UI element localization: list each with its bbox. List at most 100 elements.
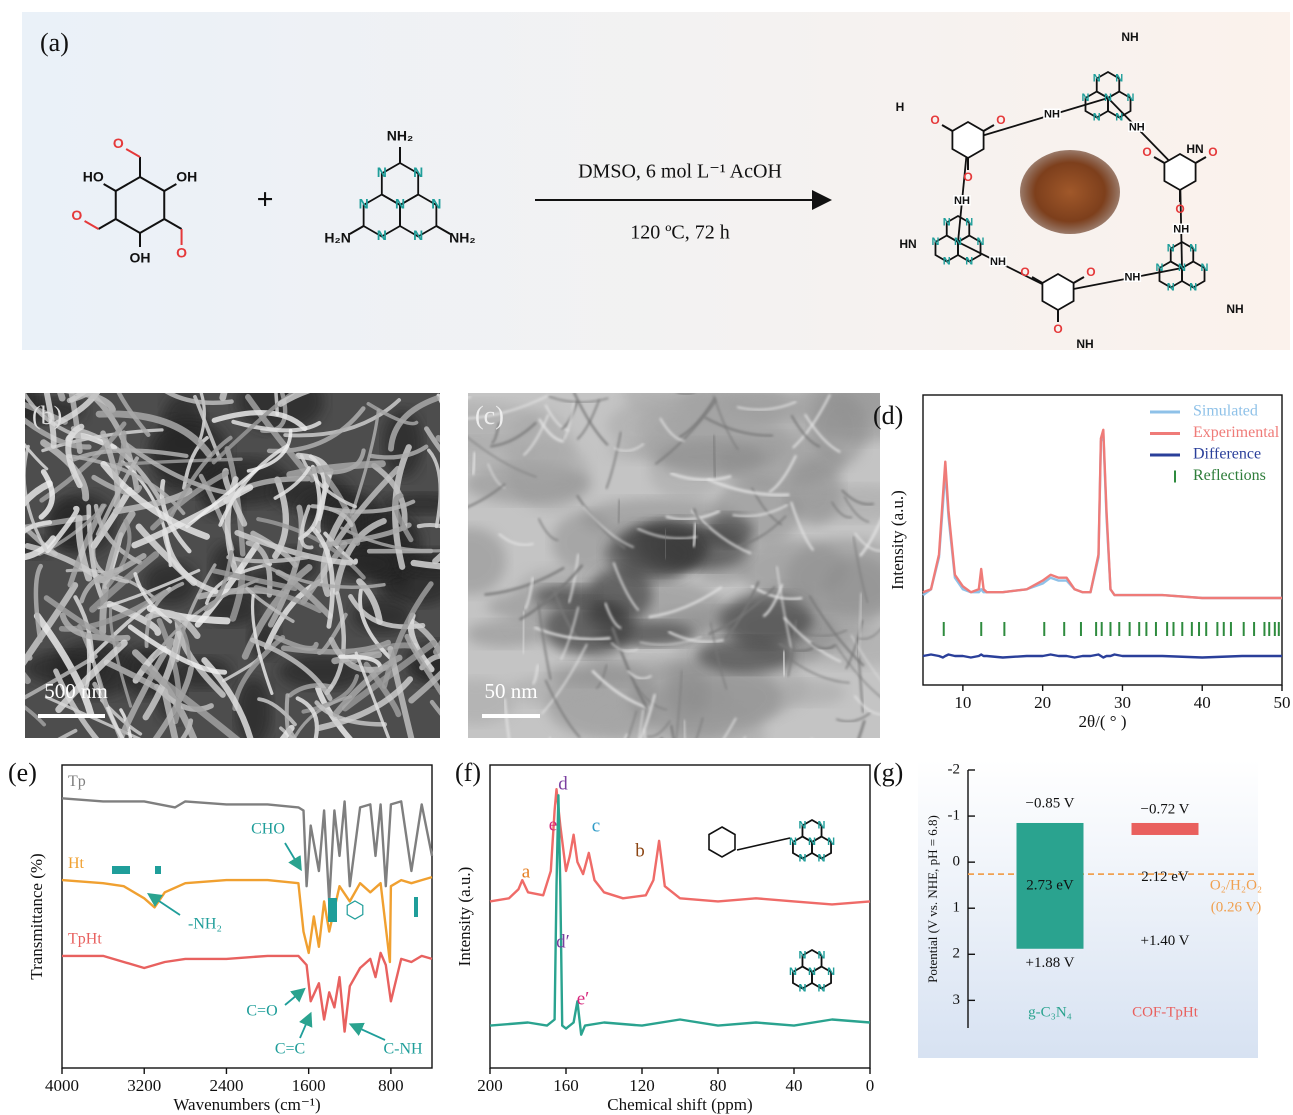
sem-fiber [91, 474, 143, 496]
atom-label: N [1115, 111, 1123, 123]
annotation: -NH₂ [188, 916, 222, 933]
plus-sign: + [256, 183, 273, 216]
peak-label: d′ [556, 931, 570, 952]
tem-edge [549, 736, 552, 738]
plot-frame [489, 764, 871, 1069]
band-background [918, 760, 1258, 1058]
tem-sheet [703, 393, 839, 454]
sem-fiber [54, 393, 101, 427]
tem-edge [841, 489, 874, 506]
x-tick-label: 50 [1274, 693, 1291, 712]
annotation: CHO [251, 821, 285, 838]
sem-fiber [115, 457, 243, 467]
tem-edge [605, 431, 622, 490]
peak-label: a [522, 861, 531, 882]
sem-fiber [349, 408, 380, 517]
sem-fiber [65, 423, 85, 489]
series-line [922, 428, 1282, 600]
tem-edge [831, 501, 853, 519]
tem-edge [670, 472, 732, 482]
tem-sheet [468, 527, 507, 595]
sem-fiber [279, 726, 295, 738]
tem-edge [843, 496, 870, 523]
sem-fiber [293, 695, 353, 738]
y-axis-label: Potential (V vs. NHE, pH = 6.8) [925, 815, 940, 983]
atom-label: N [943, 216, 951, 228]
sem-fiber [229, 557, 246, 622]
panel-label: (f) [455, 758, 481, 787]
tem-sheet [468, 401, 544, 448]
tem-edge [708, 586, 776, 636]
tem-edge [856, 636, 864, 713]
tp-ring [1163, 152, 1197, 192]
tem-edge [491, 422, 501, 445]
atom-label: O [1142, 145, 1151, 159]
tem-sheet [773, 679, 846, 706]
series-line [489, 788, 871, 906]
sem-fiber [43, 595, 122, 648]
bond [103, 183, 117, 192]
tem-edge [518, 564, 584, 621]
tem-edge [789, 658, 850, 684]
sem-fiber [75, 514, 93, 582]
atom-label: NH [990, 256, 1006, 268]
sem-fiber [164, 393, 234, 406]
tem-edge [857, 719, 866, 738]
cof-powder [1020, 150, 1120, 234]
atom-label: N [1082, 92, 1090, 104]
annotation: C=C [275, 1041, 305, 1058]
atom-label: N [395, 196, 405, 212]
sem-fiber [0, 448, 19, 464]
tem-edge [859, 519, 880, 557]
atom-label: O [930, 113, 939, 127]
sem-fiber [185, 466, 261, 529]
x-tick-label: 160 [553, 1076, 579, 1095]
sem-fiber [79, 566, 124, 604]
tem-edge [732, 503, 789, 518]
band-bar [1016, 822, 1084, 949]
atom-label: OH [130, 250, 151, 266]
tem-sheet [623, 393, 724, 420]
sem-fiber [279, 724, 295, 738]
atom-label: HO [83, 169, 104, 185]
sem-fiber [328, 499, 416, 514]
annotation-arrow [147, 893, 181, 916]
sem-fiber [310, 526, 335, 629]
category-label: COF-TpHt [1132, 1004, 1199, 1020]
tem-edge [522, 413, 550, 457]
sem-fiber [132, 649, 198, 738]
sem-fiber [356, 578, 383, 625]
bond [1153, 156, 1165, 164]
sem-fiber [172, 616, 191, 663]
atom-label: NH₂ [387, 128, 413, 144]
sem-fiber [277, 393, 311, 407]
atom-label: NH [954, 195, 970, 207]
atom-label: O [1086, 265, 1095, 279]
x-tick-label: 20 [1034, 693, 1051, 712]
tem-edge [834, 644, 880, 698]
tem-edge [792, 394, 831, 449]
sem-fiber [286, 727, 297, 738]
bond [1073, 276, 1085, 284]
tem-edge [696, 717, 704, 738]
tem-edge [712, 434, 717, 479]
atom-label: N [1093, 111, 1101, 123]
trace-label: Ht [68, 855, 85, 872]
tem-edge [762, 583, 784, 618]
tem-edge [548, 395, 609, 403]
tem-edge [582, 505, 635, 549]
tem-edge [703, 416, 774, 437]
sem-fiber [133, 572, 173, 624]
atom-label: N [818, 819, 826, 831]
tem-edge [524, 577, 534, 610]
tem-edge [854, 532, 880, 552]
atom-label: O [996, 113, 1005, 127]
tem-edge [595, 664, 608, 689]
sem-fiber [64, 393, 116, 413]
sem-fiber [241, 564, 313, 660]
bond [983, 124, 995, 132]
tem-edge [683, 719, 686, 738]
sem-fiber [354, 651, 391, 738]
tem-sheet [545, 662, 653, 687]
sem-fiber [160, 686, 179, 738]
